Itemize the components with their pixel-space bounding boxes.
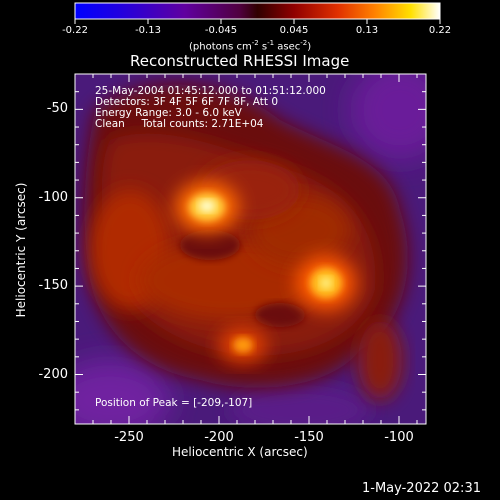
colorbar-tick-label: -0.13	[135, 25, 161, 36]
colorbar-tick-label: 0.22	[428, 25, 452, 36]
observation-info: 25-May-2004 01:45:12.000 to 01:51:12.000…	[95, 86, 326, 130]
y-tick-label: -150	[38, 278, 68, 294]
x-tick-label: -200	[204, 430, 234, 445]
info-line-energy: Energy Range: 3.0 - 6.0 keV	[95, 107, 242, 119]
colorbar	[74, 2, 441, 24]
y-tick-label: -200	[38, 366, 68, 382]
plot-title: Reconstructed RHESSI Image	[130, 52, 350, 70]
timestamp: 1-May-2022 02:31	[362, 481, 481, 496]
x-axis-label: Heliocentric X (arcsec)	[172, 445, 308, 459]
info-line-detectors: Detectors: 3F 4F 5F 6F 7F 8F, Att 0	[95, 96, 279, 108]
x-tick-label: -250	[114, 430, 144, 445]
plot-frame	[74, 73, 427, 425]
y-tick-label: -50	[46, 101, 68, 117]
colorbar-units: (photons cm-2 s-1 asec-2)	[189, 39, 312, 53]
info-line-time: 25-May-2004 01:45:12.000 to 01:51:12.000	[95, 85, 326, 97]
colorbar-tick-label: 0.13	[355, 25, 379, 36]
x-tick-label: -100	[384, 430, 414, 445]
colorbar-tick-label: -0.045	[204, 25, 238, 36]
rhessi-image	[75, 74, 426, 424]
x-tick-label: -150	[294, 430, 324, 445]
peak-position-label: Position of Peak = [-209,-107]	[95, 397, 253, 409]
y-tick-label: -100	[38, 189, 68, 205]
colorbar-tick-label: -0.22	[62, 25, 88, 36]
colorbar-tick-label: 0.045	[279, 25, 309, 36]
y-axis-label: Heliocentric Y (arcsec)	[14, 182, 28, 318]
info-line-counts: Clean Total counts: 2.71E+04	[95, 118, 264, 130]
colorbar-gradient	[74, 2, 441, 20]
